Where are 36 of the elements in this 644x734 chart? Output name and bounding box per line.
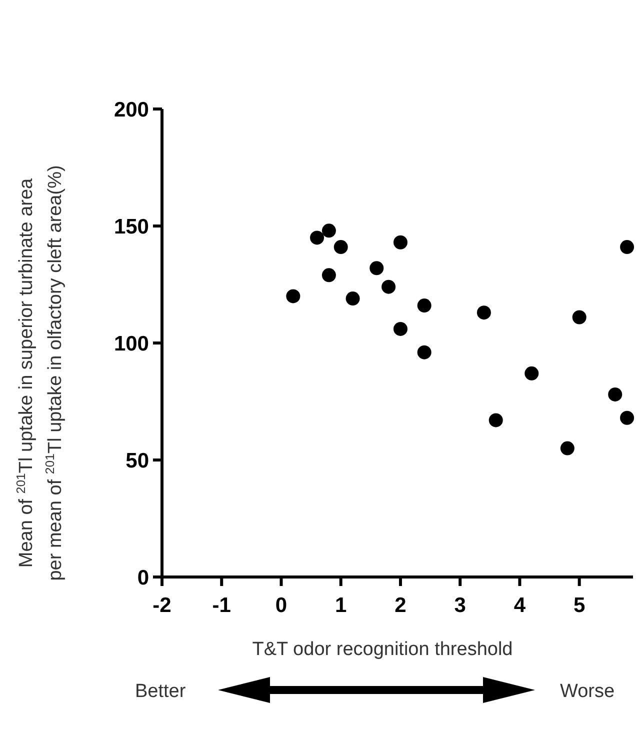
x-tick-label: 5: [574, 594, 586, 617]
point: [370, 261, 384, 276]
x-tick-label: 4: [514, 594, 526, 617]
x-tick-label: 2: [394, 594, 406, 617]
point: [560, 441, 574, 456]
x-tick-label: 0: [275, 594, 288, 617]
y-tick-label: 150: [114, 215, 149, 238]
point: [286, 289, 300, 304]
point: [620, 410, 634, 425]
point: [322, 224, 336, 238]
y-tick-label: 0: [137, 566, 149, 590]
point: [382, 280, 396, 294]
point: [620, 240, 634, 254]
x-axis-title: T&T odor recognition threshold: [252, 639, 513, 660]
point: [346, 292, 360, 306]
point: [488, 413, 503, 428]
y-tick-label: 100: [114, 332, 149, 356]
text: Better: [135, 681, 186, 702]
x-tick-label: -2: [152, 594, 172, 617]
point: [524, 366, 539, 380]
point: [417, 298, 432, 313]
x-tick-label: 1: [335, 594, 348, 617]
point: [310, 230, 324, 245]
point: [393, 322, 408, 336]
x-tick-label: 3: [454, 594, 466, 617]
point: [476, 306, 491, 320]
point: [334, 240, 348, 254]
point: [322, 268, 336, 282]
point: [572, 310, 586, 324]
x-tick-label: -1: [212, 594, 232, 617]
y-tick-label: 200: [114, 98, 149, 122]
point: [608, 387, 622, 402]
y-tick-label: 50: [126, 449, 149, 472]
point: [393, 235, 408, 250]
point: [417, 345, 432, 360]
text: Worse: [560, 681, 615, 702]
